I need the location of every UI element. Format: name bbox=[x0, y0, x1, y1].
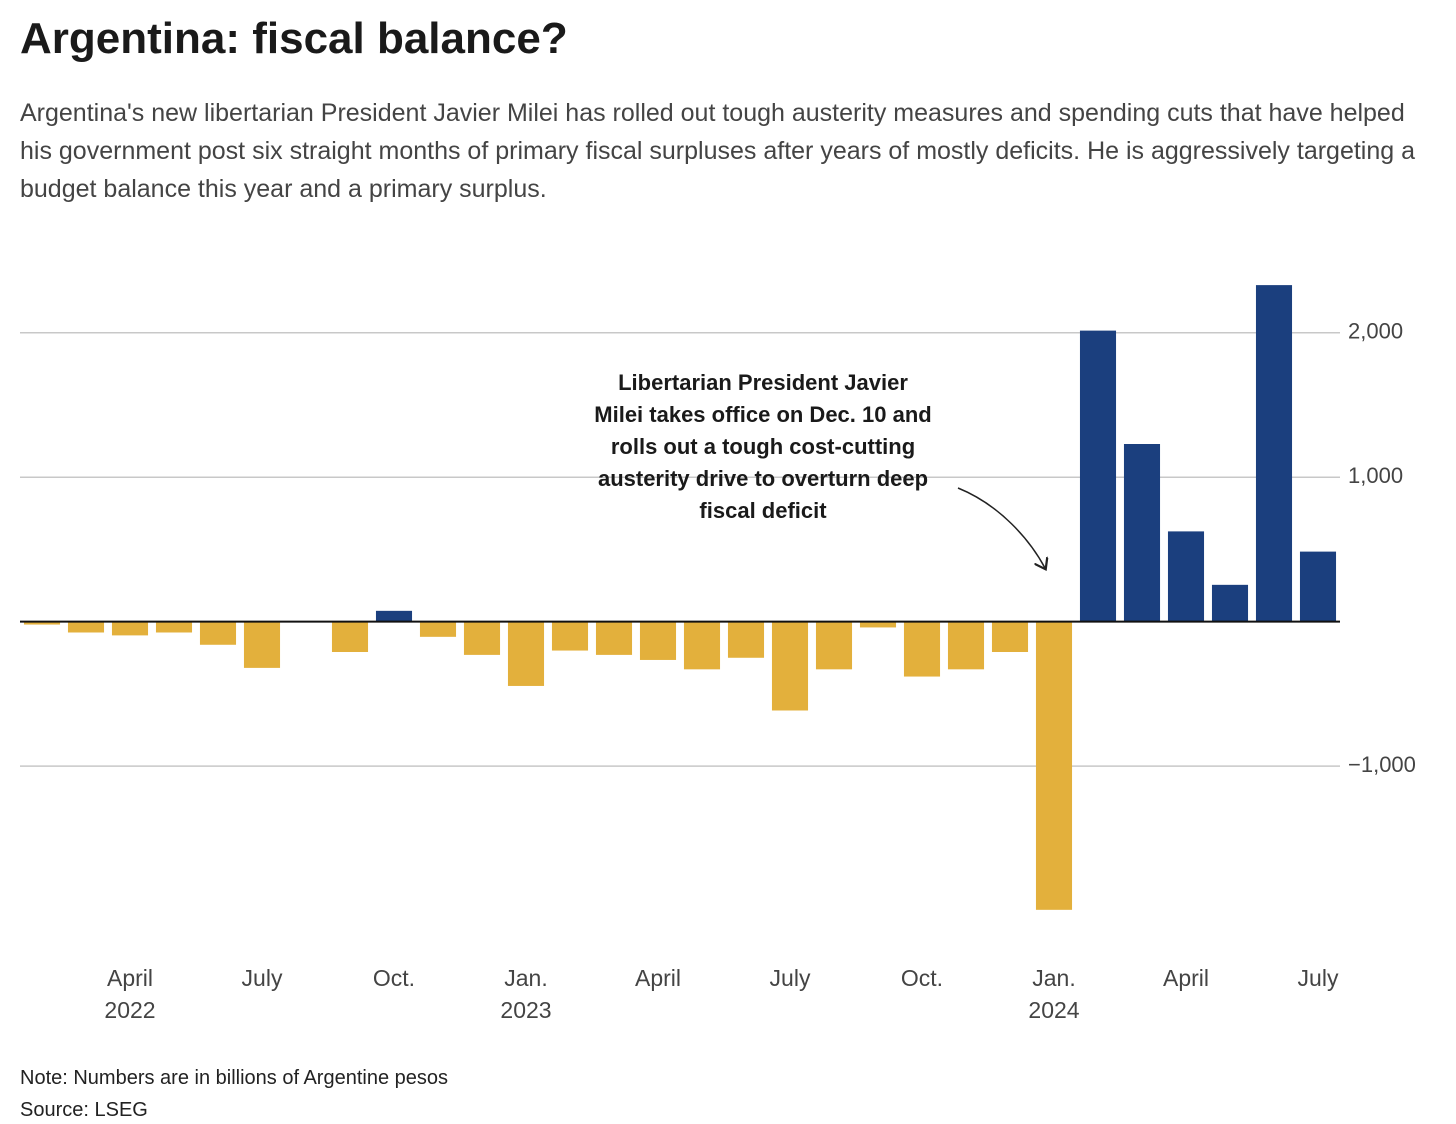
bar bbox=[23, 621, 61, 625]
annotation: Libertarian President Javier bbox=[618, 370, 908, 395]
x-tick-label: July bbox=[242, 965, 283, 991]
annotation: rolls out a tough cost-cutting bbox=[611, 434, 915, 459]
bar bbox=[947, 621, 985, 670]
bar bbox=[859, 621, 897, 628]
chart-title: Argentina: fiscal balance? bbox=[20, 14, 568, 63]
y-tick-label: 2,000 bbox=[1348, 319, 1403, 344]
bar bbox=[551, 621, 589, 651]
note: Note: Numbers are in billions of Argenti… bbox=[20, 1067, 449, 1089]
bar bbox=[111, 621, 149, 636]
x-tick-label: July bbox=[1298, 965, 1339, 991]
bar bbox=[199, 621, 237, 645]
bar bbox=[815, 621, 853, 670]
annotation: Milei takes office on Dec. 10 and bbox=[594, 402, 931, 427]
bar bbox=[331, 621, 369, 652]
bar bbox=[903, 621, 941, 677]
bar bbox=[375, 610, 413, 622]
source: Source: LSEG bbox=[20, 1099, 148, 1121]
bar bbox=[727, 621, 765, 658]
bar bbox=[1255, 285, 1293, 622]
bar bbox=[595, 621, 633, 655]
x-tick-label: Jan. 2024 bbox=[1028, 965, 1079, 1023]
bar bbox=[1299, 551, 1337, 622]
bar bbox=[1079, 330, 1117, 622]
bar bbox=[507, 621, 545, 686]
bar bbox=[991, 621, 1029, 652]
bar bbox=[639, 621, 677, 660]
bar bbox=[1123, 444, 1161, 622]
bar bbox=[683, 621, 721, 670]
bar bbox=[1035, 621, 1073, 910]
chart-subtitle: Argentina's new libertarian President Ja… bbox=[20, 99, 1416, 203]
bar bbox=[67, 621, 105, 633]
chart: −1,000 1,000 2,000 April 2022 July Oct. Jan. 202… bbox=[20, 285, 1416, 1023]
bar bbox=[155, 621, 193, 633]
x-tick-label: Jan. 2023 bbox=[500, 965, 551, 1023]
x-tick-label: April 2022 bbox=[104, 965, 155, 1023]
x-tick-label: Oct. bbox=[901, 965, 943, 991]
annotation-arrow bbox=[957, 487, 1045, 568]
bar bbox=[243, 621, 281, 668]
bar bbox=[771, 621, 809, 711]
x-tick-label: Oct. bbox=[373, 965, 415, 991]
bar bbox=[1211, 584, 1249, 622]
x-tick-label: April bbox=[1163, 965, 1209, 991]
bar bbox=[419, 621, 457, 637]
x-tick-label: July bbox=[770, 965, 811, 991]
annotation: austerity drive to overturn deep bbox=[598, 466, 928, 491]
bar bbox=[463, 621, 501, 655]
x-tick-label: April bbox=[635, 965, 681, 991]
y-tick-label: 1,000 bbox=[1348, 463, 1403, 488]
bar bbox=[1167, 531, 1205, 622]
y-tick-label: −1,000 bbox=[1348, 752, 1416, 777]
annotation: fiscal deficit bbox=[699, 498, 827, 523]
